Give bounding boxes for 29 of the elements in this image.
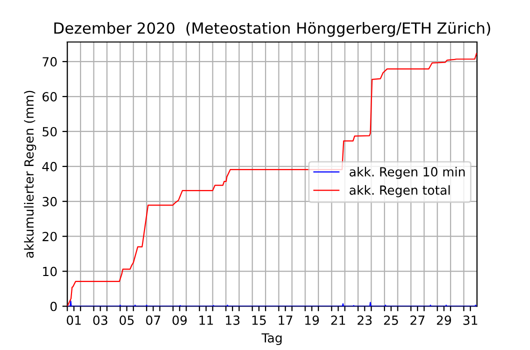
x-tick-label: 15 <box>252 316 266 325</box>
legend-label: akk. Regen 10 min <box>350 166 465 179</box>
x-tick-label: 05 <box>120 316 134 325</box>
y-tick-label: 0 <box>50 302 57 312</box>
x-tick-label: 31 <box>463 316 478 325</box>
x-tick-label: 01 <box>66 316 81 325</box>
x-tick-label: 07 <box>146 316 160 325</box>
x-tick-label: 27 <box>410 316 424 325</box>
x-tick-label: 09 <box>172 316 187 325</box>
y-tick-label: 10 <box>43 266 57 276</box>
x-tick-label: 17 <box>278 316 292 325</box>
legend-label: akk. Regen total <box>350 185 450 198</box>
y-tick-label: 40 <box>42 162 57 172</box>
y-tick-label: 30 <box>42 196 57 206</box>
x-tick-label: 19 <box>305 316 319 325</box>
chart-title: Dezember 2020 (Meteostation Hönggerberg/ETH Zürich) <box>54 22 490 37</box>
y-axis-title: akkumulierter Regen (mm) <box>24 90 36 258</box>
x-tick-label: 11 <box>199 316 213 325</box>
y-tick-label: 50 <box>42 126 57 136</box>
x-tick-label: 25 <box>384 316 398 325</box>
y-tick-label: 60 <box>42 92 57 102</box>
x-tick-label: 21 <box>331 316 346 325</box>
x-tick-label: 03 <box>93 316 108 325</box>
y-tick-label: 70 <box>42 57 57 66</box>
x-tick-label: 23 <box>358 316 372 325</box>
x-tick-label: 13 <box>226 316 240 325</box>
x-tick-label: 29 <box>436 316 452 325</box>
x-axis-title: Tag <box>262 333 282 346</box>
y-tick-label: 20 <box>42 232 57 242</box>
